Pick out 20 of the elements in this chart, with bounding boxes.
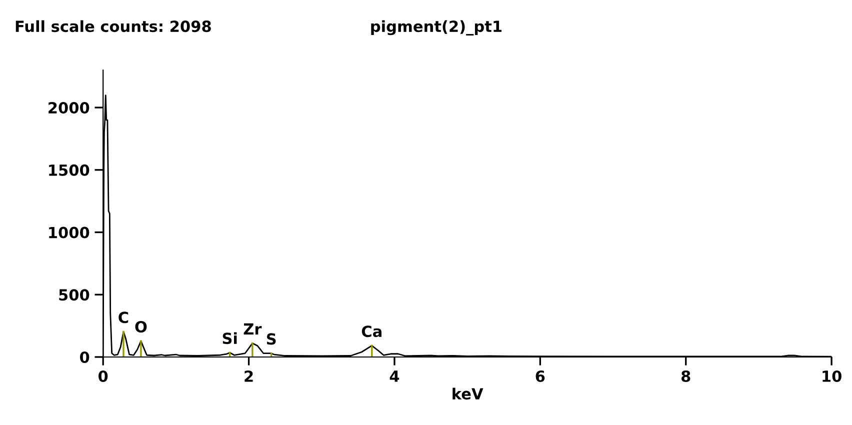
x-tick-label: 4: [390, 370, 400, 382]
y-tick-label: 2000: [48, 102, 90, 114]
x-tick-label: 10: [822, 370, 842, 382]
y-tick-label: 1500: [49, 164, 90, 176]
x-axis-title: keV: [452, 388, 484, 400]
y-tick-label: 500: [59, 289, 90, 301]
annotation: O: [135, 320, 147, 333]
y-tick-label: 1000: [49, 226, 90, 238]
annotation: Ca: [362, 326, 382, 338]
annotation: S: [266, 333, 276, 345]
y-tick-label: 0: [80, 351, 90, 364]
x-tick-label: 8: [681, 370, 690, 382]
x-tick-label: 0: [98, 370, 108, 382]
chart-title: pigment(2)_pt1: [371, 20, 502, 36]
annotation: C: [118, 312, 128, 324]
x-tick-label: 6: [536, 370, 545, 382]
annotation: Zr: [244, 323, 262, 335]
x-tick-label: 2: [244, 370, 253, 382]
annotation: Si: [222, 332, 237, 344]
text: Full scale counts: 2098: [16, 20, 211, 32]
